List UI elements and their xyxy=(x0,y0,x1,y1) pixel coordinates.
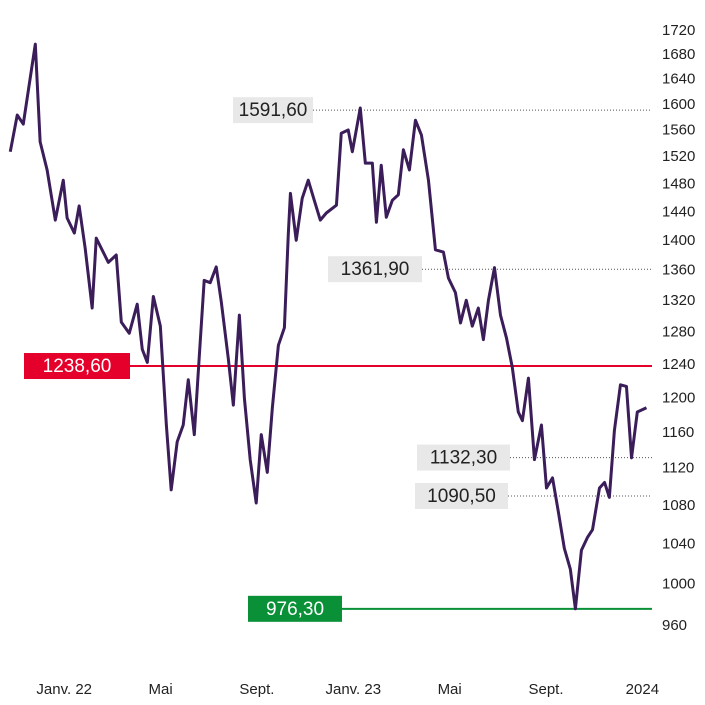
y-tick-label: 1080 xyxy=(662,497,695,514)
price-line xyxy=(8,42,648,611)
y-tick-label: 960 xyxy=(662,617,687,634)
y-tick-label: 1240 xyxy=(662,356,695,373)
y-tick-label: 1480 xyxy=(662,175,695,192)
x-tick-label: Janv. 23 xyxy=(325,681,381,698)
annotation-box xyxy=(248,595,342,622)
annotation-box xyxy=(24,353,130,380)
x-tick-label: Mai xyxy=(438,681,462,698)
x-tick-label: 2024 xyxy=(626,681,659,698)
annotation-box xyxy=(415,482,508,509)
y-tick-label: 1440 xyxy=(662,203,695,220)
x-tick-label: Sept. xyxy=(239,681,274,698)
y-tick-label: 1040 xyxy=(662,535,695,552)
y-tick-label: 1000 xyxy=(662,575,695,592)
y-tick-label: 1600 xyxy=(662,96,695,113)
y-tick-label: 1520 xyxy=(662,148,695,165)
annotation-box xyxy=(328,256,422,283)
y-tick-label: 1640 xyxy=(662,71,695,88)
y-tick-label: 1400 xyxy=(662,232,695,249)
annotation-label: 1591,60 xyxy=(239,100,308,121)
y-tick-label: 1720 xyxy=(662,22,695,39)
x-tick-label: Sept. xyxy=(528,681,563,698)
annotation-label: 976,30 xyxy=(266,599,324,620)
annotation-label: 1238,60 xyxy=(43,356,112,377)
y-tick-label: 1200 xyxy=(662,389,695,406)
y-tick-label: 1280 xyxy=(662,323,695,340)
y-tick-label: 1320 xyxy=(662,292,695,309)
x-tick-label: Mai xyxy=(148,681,172,698)
annotation-label: 1361,90 xyxy=(341,259,410,280)
y-tick-label: 1160 xyxy=(662,424,694,441)
annotation-box xyxy=(233,97,313,124)
y-tick-label: 1680 xyxy=(662,46,695,63)
x-tick-label: Janv. 22 xyxy=(36,681,92,698)
y-tick-label: 1120 xyxy=(662,460,694,477)
y-tick-label: 1560 xyxy=(662,122,695,139)
annotation-box xyxy=(417,444,510,471)
annotation-label: 1090,50 xyxy=(427,486,496,507)
y-tick-label: 1360 xyxy=(662,262,695,279)
annotation-label: 1132,30 xyxy=(430,448,497,469)
